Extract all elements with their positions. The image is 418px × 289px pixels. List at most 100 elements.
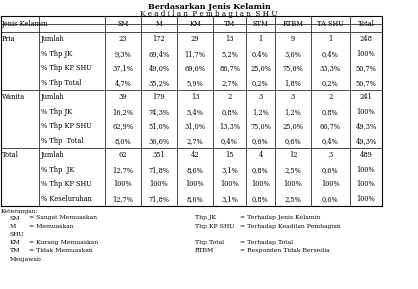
Text: 0,4%: 0,4%: [322, 50, 339, 58]
Text: = Responden Tidak Bersedia: = Responden Tidak Bersedia: [240, 248, 330, 253]
Text: 2: 2: [329, 93, 333, 101]
Text: 2,5%: 2,5%: [285, 195, 301, 203]
Text: 0,6%: 0,6%: [285, 137, 301, 145]
Text: 71,8%: 71,8%: [148, 195, 170, 203]
Text: Pria: Pria: [2, 35, 15, 43]
Text: 100%: 100%: [251, 180, 270, 188]
Text: 248: 248: [359, 35, 372, 43]
Text: 351: 351: [153, 151, 166, 159]
Text: 4: 4: [258, 151, 263, 159]
Text: 12,7%: 12,7%: [112, 166, 133, 174]
Text: 62: 62: [119, 151, 127, 159]
Text: 0,8%: 0,8%: [322, 108, 339, 116]
Text: 15: 15: [225, 151, 234, 159]
Text: 50,7%: 50,7%: [356, 79, 377, 87]
Text: 100%: 100%: [357, 50, 375, 58]
Text: 66,7%: 66,7%: [320, 122, 341, 130]
Text: M: M: [155, 20, 162, 28]
Text: 3: 3: [291, 93, 295, 101]
Text: 49,3%: 49,3%: [355, 137, 377, 145]
Text: 62,9%: 62,9%: [112, 122, 134, 130]
Text: 13,3%: 13,3%: [219, 122, 240, 130]
Text: 4,7%: 4,7%: [115, 79, 131, 87]
Text: % Keseluruhan: % Keseluruhan: [41, 195, 92, 203]
Text: Thp Total: Thp Total: [195, 240, 224, 245]
Text: 172: 172: [153, 35, 165, 43]
Text: = Terhadap Jenis Kelamin: = Terhadap Jenis Kelamin: [240, 216, 320, 221]
Text: 23: 23: [119, 35, 127, 43]
Text: 0,4%: 0,4%: [252, 50, 269, 58]
Text: Keterangan:: Keterangan:: [1, 209, 39, 214]
Text: 100%: 100%: [357, 108, 375, 116]
Text: 11,7%: 11,7%: [184, 50, 206, 58]
Text: Jenis Kelamin: Jenis Kelamin: [2, 20, 48, 28]
Text: 9,3%: 9,3%: [115, 50, 131, 58]
Text: 3: 3: [258, 93, 263, 101]
Text: 100%: 100%: [357, 166, 375, 174]
Text: 100%: 100%: [357, 180, 375, 188]
Text: 100%: 100%: [357, 195, 375, 203]
Text: 0,4%: 0,4%: [322, 137, 339, 145]
Text: = Kurang Memuaskan: = Kurang Memuaskan: [29, 240, 98, 245]
Text: 75,0%: 75,0%: [283, 64, 303, 72]
Text: 5,2%: 5,2%: [221, 50, 238, 58]
Text: K e a d i l a n  P e m b a g i a n  S H U: K e a d i l a n P e m b a g i a n S H U: [140, 10, 278, 18]
Text: 179: 179: [153, 93, 165, 101]
Text: 0,6%: 0,6%: [252, 137, 269, 145]
Text: 9: 9: [291, 35, 295, 43]
Text: 241: 241: [359, 93, 372, 101]
Text: 37,1%: 37,1%: [112, 64, 133, 72]
Text: 69,0%: 69,0%: [184, 64, 206, 72]
Text: 100%: 100%: [220, 180, 239, 188]
Text: 0,2%: 0,2%: [252, 79, 269, 87]
Text: 74,3%: 74,3%: [148, 108, 170, 116]
Text: Thp JK: Thp JK: [195, 216, 216, 221]
Text: 2,5%: 2,5%: [285, 166, 301, 174]
Text: % Thp KP SHU: % Thp KP SHU: [41, 64, 92, 72]
Text: M: M: [10, 224, 16, 229]
Text: 100%: 100%: [114, 180, 133, 188]
Text: RTBM: RTBM: [283, 20, 303, 28]
Text: 16,2%: 16,2%: [112, 108, 134, 116]
Text: 75,0%: 75,0%: [250, 122, 271, 130]
Text: 49,3%: 49,3%: [355, 122, 377, 130]
Text: 0,8%: 0,8%: [252, 195, 269, 203]
Text: 29: 29: [191, 35, 199, 43]
Text: 100%: 100%: [284, 180, 302, 188]
Text: 25,0%: 25,0%: [283, 122, 303, 130]
Text: = Terhadap Total: = Terhadap Total: [240, 240, 293, 245]
Text: Thp KP SHU: Thp KP SHU: [195, 224, 234, 229]
Text: % Thp  JK: % Thp JK: [41, 166, 74, 174]
Text: 1: 1: [329, 35, 333, 43]
Text: = Terhadap Keadilan Pembagian: = Terhadap Keadilan Pembagian: [240, 224, 341, 229]
Text: 1,2%: 1,2%: [252, 108, 269, 116]
Text: SM: SM: [10, 216, 20, 221]
Text: Jumlah: Jumlah: [41, 93, 65, 101]
Text: 36,6%: 36,6%: [148, 137, 170, 145]
Text: TM: TM: [224, 20, 235, 28]
Text: TA SHU: TA SHU: [317, 20, 344, 28]
Text: % Thp JK: % Thp JK: [41, 50, 72, 58]
Text: 69,4%: 69,4%: [148, 50, 170, 58]
Text: Total: Total: [357, 20, 375, 28]
Text: 71,8%: 71,8%: [148, 166, 170, 174]
Text: 86,7%: 86,7%: [219, 64, 240, 72]
Text: 25,0%: 25,0%: [250, 64, 271, 72]
Text: 100%: 100%: [186, 180, 204, 188]
Text: = Tidak Memuaskan: = Tidak Memuaskan: [29, 248, 93, 253]
Text: KM: KM: [189, 20, 201, 28]
Text: 3: 3: [329, 151, 333, 159]
Text: SHU: SHU: [10, 232, 25, 237]
Text: 49,0%: 49,0%: [148, 64, 170, 72]
Text: 8,6%: 8,6%: [186, 166, 204, 174]
Text: 1: 1: [258, 35, 263, 43]
Text: 13: 13: [191, 93, 199, 101]
Text: 1,8%: 1,8%: [285, 79, 301, 87]
Text: STM: STM: [252, 20, 268, 28]
Text: 3,1%: 3,1%: [221, 166, 238, 174]
Text: Wanita: Wanita: [2, 93, 25, 101]
Text: 2: 2: [227, 93, 232, 101]
Text: 3,6%: 3,6%: [285, 50, 301, 58]
Text: 0,6%: 0,6%: [322, 166, 339, 174]
Text: = Sangat Memuaskan: = Sangat Memuaskan: [29, 216, 97, 221]
